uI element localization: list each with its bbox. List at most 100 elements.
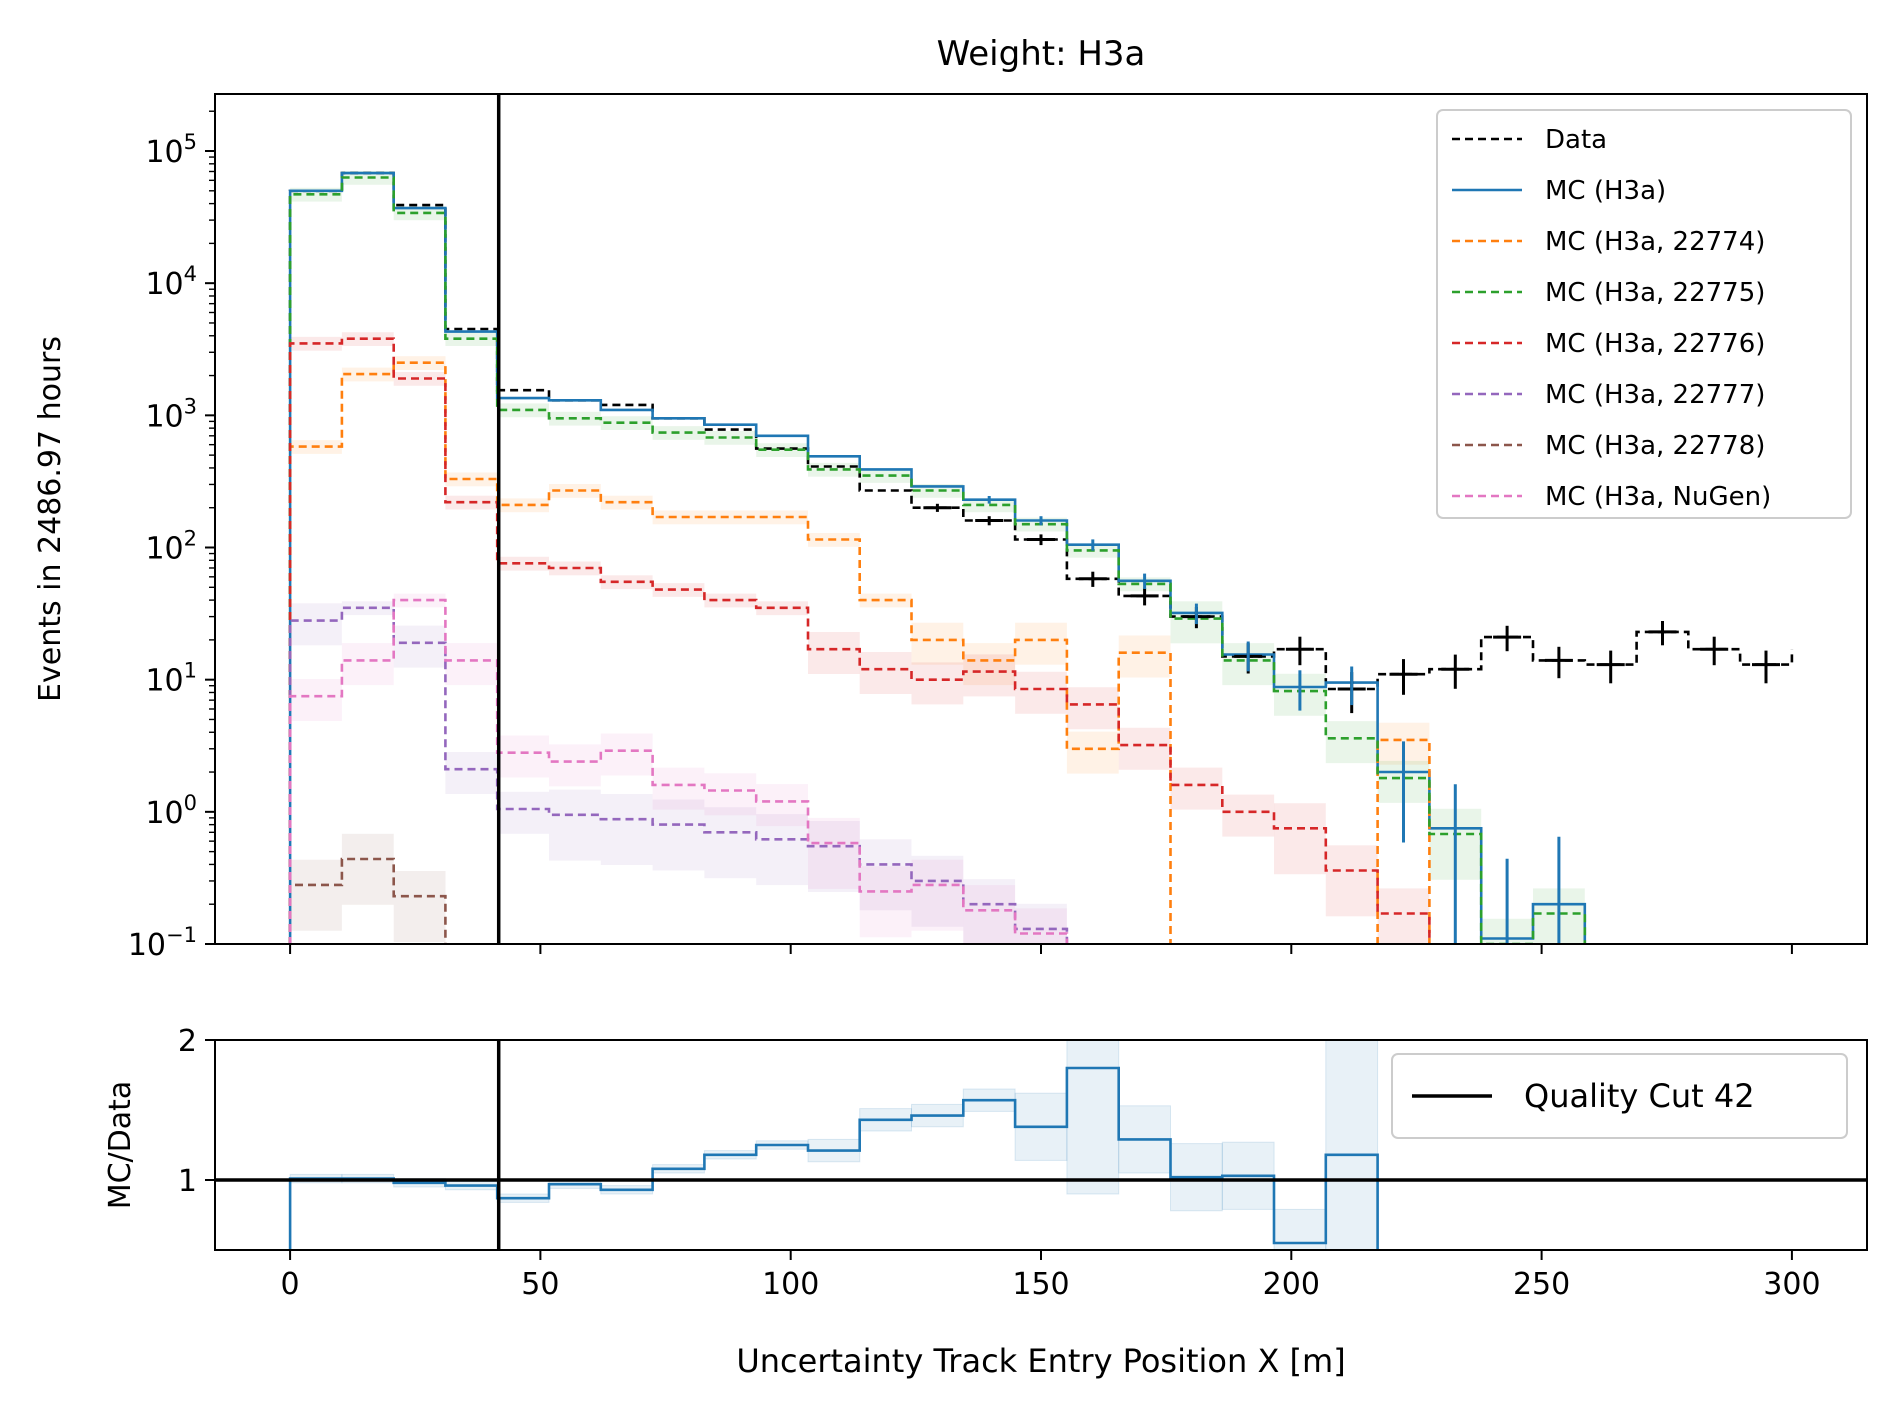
band-mc-h3a-nugen-bin-3 (445, 643, 498, 686)
legend-label-mc-h3a: MC (H3a) (1545, 176, 1666, 206)
band-mc-h3a-nugen-bin-4 (497, 735, 549, 778)
ratio-y-ticks: 12 (178, 1024, 215, 1199)
band-mc-h3a-nugen-bin-6 (600, 733, 653, 776)
band-mc-h3a-22777-bin-14 (1015, 903, 1067, 944)
band-mc-h3a-22776-bin-17 (1170, 767, 1223, 810)
series-line-mc-h3a-22778 (288, 857, 447, 944)
band-mc-h3a-22774-bin-15 (1066, 731, 1119, 774)
band-mc-h3a-22777-bin-9 (756, 814, 808, 886)
band-mc-h3a-nugen-bin-8 (704, 773, 757, 816)
legend-label-mc-h3a-22774: MC (H3a, 22774) (1545, 227, 1765, 257)
main-title: Weight: H3a (937, 34, 1146, 74)
main-y-axis-label: Events in 2486.97 hours (33, 336, 68, 702)
band-mc-h3a-22774-bin-1 (341, 367, 394, 382)
ratio-band-bin-20 (1325, 1040, 1379, 1250)
band-mc-h3a-22777-bin-4 (497, 791, 549, 834)
ratio-plot-area: 0 50 100 150 200 250 300 12 (178, 1024, 1868, 1302)
band-mc-h3a-22777-bin-11 (859, 839, 912, 911)
ratio-y-tick-label-2: 2 (178, 1024, 197, 1059)
band-mc-h3a-22776-bin-11 (859, 652, 912, 694)
band-mc-h3a-22775-bin-8 (704, 431, 757, 445)
band-mc-h3a-22776-bin-15 (1066, 687, 1119, 730)
x-axis-label: Uncertainty Track Entry Position X [m] (736, 1342, 1345, 1380)
band-mc-h3a-22776-bin-16 (1118, 727, 1171, 770)
band-mc-h3a-22774-bin-6 (600, 495, 653, 510)
band-mc-h3a-22774-bin-14 (1015, 622, 1067, 665)
ratio-error-band (289, 1040, 1379, 1250)
x-tick-label-0: 0 (281, 1267, 300, 1302)
band-mc-h3a-nugen-bin-12 (911, 859, 964, 931)
x-tick-label-200: 200 (1263, 1267, 1320, 1302)
ratio-y-tick-label-1: 1 (178, 1164, 197, 1199)
band-mc-h3a-22777-bin-1 (341, 601, 394, 616)
band-mc-h3a-22776-bin-21 (1377, 888, 1430, 944)
main-y-ticks: 10−1 100 101 102 103 104 105 (128, 110, 215, 963)
band-mc-h3a-22774-bin-8 (704, 510, 757, 525)
band-mc-h3a-nugen-bin-10 (808, 817, 860, 889)
series-line-mc-h3a-22774 (288, 361, 1431, 944)
band-mc-h3a-22778-bin-2 (393, 871, 446, 942)
band-mc-h3a-22776-bin-10 (808, 632, 860, 674)
x-tick-label-150: 150 (1012, 1267, 1069, 1302)
band-mc-h3a-22776-bin-12 (911, 662, 964, 705)
band-mc-h3a-22777-bin-0 (290, 603, 342, 646)
band-mc-h3a-22777-bin-3 (445, 752, 498, 794)
band-mc-h3a-nugen-bin-9 (756, 784, 808, 827)
band-mc-h3a-22776-bin-4 (497, 556, 549, 571)
y-tick-label-10: 101 (145, 659, 197, 699)
band-mc-h3a-22775-bin-13 (963, 498, 1016, 513)
y-tick-label-100000: 105 (145, 130, 197, 170)
band-mc-h3a-22775-bin-20 (1325, 721, 1378, 764)
series-line-mc-h3a-22777 (288, 606, 1069, 944)
ratio-legend: Quality Cut 42 (1391, 1053, 1848, 1139)
legend-label-mc-h3a-22776: MC (H3a, 22776) (1545, 329, 1765, 359)
band-mc-h3a-22775-bin-2 (393, 206, 446, 221)
band-mc-h3a-22774-bin-4 (497, 498, 549, 513)
band-mc-h3a-22778-bin-0 (290, 859, 342, 931)
band-mc-h3a-22774-bin-12 (911, 622, 964, 665)
main-legend: Data MC (H3a) MC (H3a, 22774) MC (H3a, 2277… (1436, 109, 1852, 519)
ratio-x-ticks: 0 50 100 150 200 250 300 (281, 1250, 1821, 1302)
legend-label-mc-h3a-22775: MC (H3a, 22775) (1545, 278, 1765, 308)
main-error-bands (290, 171, 1585, 944)
series-line-mc-h3a-nugen (288, 598, 1069, 944)
legend-label-quality-cut: Quality Cut 42 (1524, 1077, 1755, 1115)
band-mc-h3a-nugen-bin-7 (652, 767, 705, 810)
main-error-bars (923, 496, 1780, 944)
band-mc-h3a-22776-bin-20 (1325, 845, 1378, 917)
band-mc-h3a-nugen-bin-14 (1015, 908, 1067, 944)
band-mc-h3a-nugen-bin-1 (341, 643, 394, 686)
band-mc-h3a-22774-bin-16 (1118, 635, 1171, 678)
band-mc-h3a-22774-bin-13 (963, 643, 1016, 686)
main-plot-area: 10−1 100 101 102 103 104 105 (128, 93, 1868, 963)
band-mc-h3a-22774-bin-2 (393, 356, 446, 370)
band-mc-h3a-22774-bin-9 (756, 510, 808, 525)
band-mc-h3a-22775-bin-9 (756, 443, 808, 457)
band-mc-h3a-22777-bin-7 (652, 799, 705, 871)
y-tick-label-0.1: 10−1 (128, 923, 197, 963)
main-x-ticks (289, 944, 1793, 954)
band-mc-h3a-22774-bin-3 (445, 472, 498, 487)
legend-label-mc-h3a-22778: MC (H3a, 22778) (1545, 431, 1765, 461)
band-mc-h3a-22777-bin-8 (704, 807, 757, 879)
band-mc-h3a-22776-bin-14 (1015, 671, 1067, 714)
band-mc-h3a-22775-bin-6 (600, 416, 653, 430)
band-mc-h3a-22777-bin-2 (393, 625, 446, 668)
band-mc-h3a-22778-bin-1 (341, 833, 394, 905)
x-tick-label-100: 100 (762, 1267, 819, 1302)
band-mc-h3a-22776-bin-7 (652, 583, 705, 597)
band-mc-h3a-22777-bin-5 (549, 789, 601, 861)
legend-label-data: Data (1545, 125, 1607, 155)
ratio-y-axis-label: MC/Data (103, 1081, 138, 1210)
ratio-band-bin-15 (1066, 1040, 1120, 1195)
band-mc-h3a-nugen-bin-5 (549, 744, 601, 787)
y-tick-label-1000: 103 (145, 394, 197, 434)
band-mc-h3a-nugen-bin-0 (290, 679, 342, 721)
band-mc-h3a-22774-bin-5 (549, 484, 601, 498)
x-tick-label-250: 250 (1513, 1267, 1570, 1302)
band-mc-h3a-22775-bin-11 (859, 469, 912, 483)
band-mc-h3a-22776-bin-19 (1274, 803, 1326, 875)
x-tick-label-50: 50 (521, 1267, 559, 1302)
band-mc-h3a-22777-bin-12 (911, 855, 964, 927)
